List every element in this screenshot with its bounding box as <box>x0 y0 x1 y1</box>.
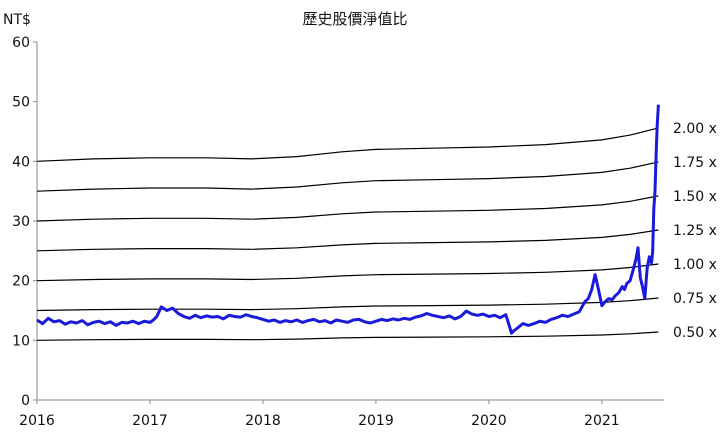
band-label: 0.75 x <box>673 291 717 307</box>
y-tick-label: 30 <box>12 214 30 230</box>
pb-band-line <box>36 229 659 252</box>
y-tick-label: 50 <box>12 95 30 111</box>
band-label: 0.50 x <box>673 325 717 341</box>
pb-band-line <box>36 331 659 341</box>
chart-title: 歷史股價淨值比 <box>302 10 407 28</box>
x-tick-label: 2021 <box>584 413 620 429</box>
price-series <box>36 104 660 335</box>
pb-band-line <box>36 195 659 222</box>
band-label: 1.25 x <box>673 223 717 239</box>
y-tick-label: 40 <box>12 154 30 170</box>
x-tick-label: 2018 <box>245 413 281 429</box>
band-label: 1.00 x <box>673 257 717 273</box>
band-label: 1.50 x <box>673 189 717 205</box>
pb-band-line <box>36 127 659 162</box>
y-tick-label: 0 <box>21 393 30 409</box>
y-tick-label: 60 <box>12 35 30 51</box>
pb-band-line <box>36 297 659 312</box>
x-tick-label: 2020 <box>471 413 507 429</box>
band-labels: 2.00 x 1.75 x 1.50 x 1.25 x 1.00 x 0.75 x 0.50… <box>673 121 717 341</box>
y-tick-label: 10 <box>12 333 30 349</box>
band-label: 1.75 x <box>673 155 717 171</box>
pb-band-line <box>36 263 659 282</box>
x-tick-label: 2019 <box>358 413 394 429</box>
x-tick-label: 2017 <box>132 413 168 429</box>
pb-band-lines <box>36 127 659 341</box>
y-axis-unit-label: NT$ <box>3 12 31 28</box>
band-label: 2.00 x <box>673 121 717 137</box>
y-tick-label: 20 <box>12 274 30 290</box>
axes: 0 10 20 30 40 50 60 2016 2017 2018 2019 2020 2021 <box>12 35 664 429</box>
price-line <box>36 104 660 335</box>
x-tick-label: 2016 <box>19 413 55 429</box>
pb-band-line <box>36 161 659 192</box>
